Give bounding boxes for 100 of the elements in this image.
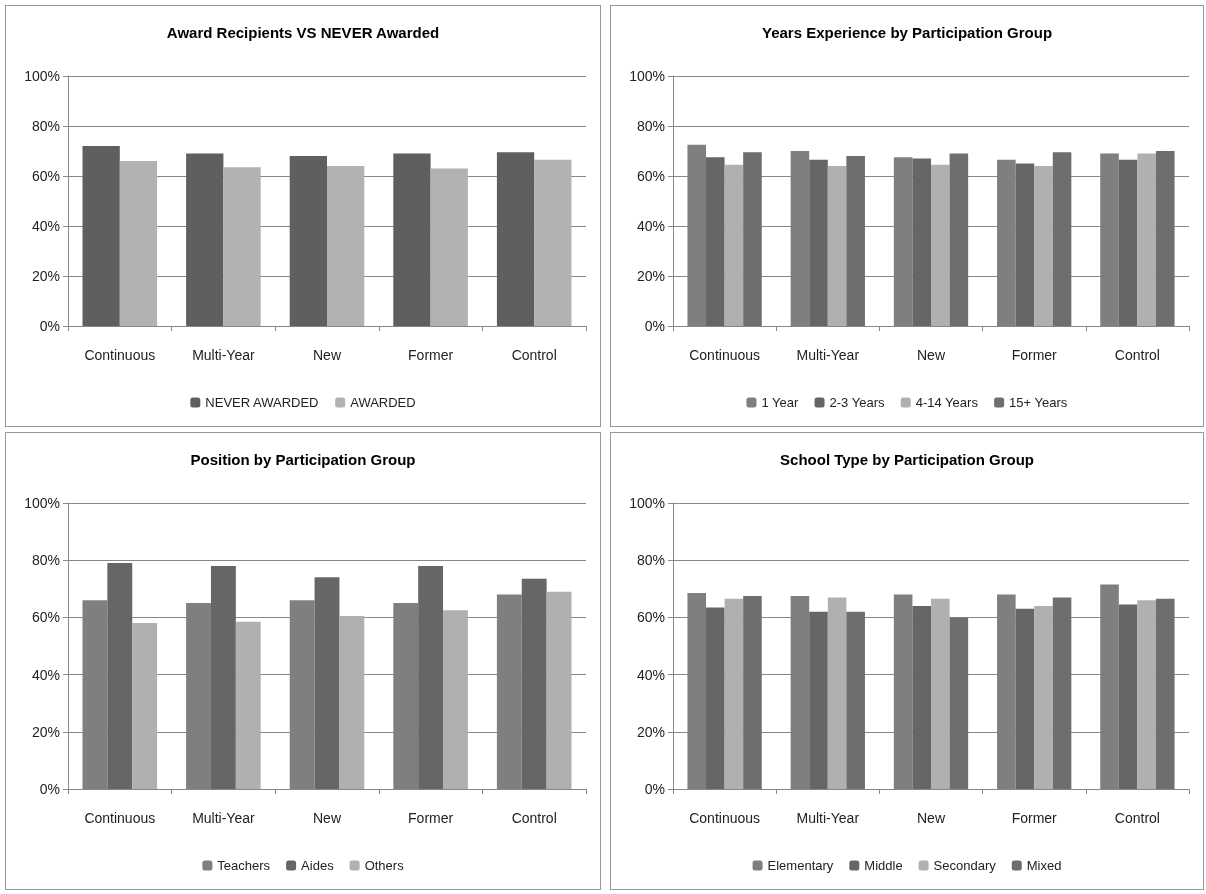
legend-label: NEVER AWARDED xyxy=(205,395,319,410)
legend-label: Others xyxy=(364,858,405,873)
bar xyxy=(949,617,969,789)
legend-label: Elementary xyxy=(767,858,834,873)
bar xyxy=(521,578,547,789)
bar xyxy=(235,621,261,789)
bar xyxy=(931,164,950,326)
y-tick-label: 0% xyxy=(644,318,665,334)
legend-label: 4-14 Years xyxy=(915,395,979,410)
x-tick-label: New xyxy=(916,347,946,363)
bar xyxy=(912,605,931,789)
bar xyxy=(1137,600,1156,789)
legend-label: 1 Year xyxy=(761,395,799,410)
chart-title: Position by Participation Group xyxy=(190,451,416,468)
bar xyxy=(931,598,950,789)
bar xyxy=(210,565,236,789)
y-tick-label: 20% xyxy=(31,723,60,740)
x-tick-label: Multi-Year xyxy=(796,810,860,826)
bar xyxy=(706,157,725,326)
bar xyxy=(418,565,444,789)
bar xyxy=(1137,153,1156,326)
x-tick-label: New xyxy=(916,810,946,826)
bar xyxy=(1034,166,1053,326)
x-tick-label: Former xyxy=(408,347,454,363)
bar xyxy=(724,164,744,326)
bar xyxy=(132,623,158,789)
x-tick-label: Control xyxy=(511,347,557,363)
bar xyxy=(1015,163,1035,326)
y-tick-label: 60% xyxy=(636,168,665,184)
bar xyxy=(223,167,261,326)
y-tick-label: 40% xyxy=(31,218,60,234)
bar xyxy=(743,152,762,326)
legend-label: Aides xyxy=(301,858,335,873)
bar xyxy=(827,597,847,789)
y-tick-label: 40% xyxy=(636,218,665,234)
bar xyxy=(1015,608,1035,789)
x-tick-label: Former xyxy=(1011,810,1058,826)
bar xyxy=(949,153,969,326)
bar xyxy=(534,159,572,326)
y-tick-label: 80% xyxy=(636,552,665,569)
y-tick-label: 0% xyxy=(39,781,60,797)
bar xyxy=(827,166,847,326)
y-tick-label: 100% xyxy=(24,495,60,511)
bar xyxy=(706,607,725,789)
bar xyxy=(1118,604,1138,789)
bar xyxy=(82,146,120,326)
bar xyxy=(1052,152,1072,326)
x-tick-label: New xyxy=(312,810,342,826)
bar xyxy=(430,168,468,326)
bar xyxy=(724,598,744,789)
y-tick-label: 60% xyxy=(31,609,60,626)
x-tick-label: Former xyxy=(408,810,454,826)
bar xyxy=(1155,151,1175,326)
y-tick-label: 60% xyxy=(31,168,60,184)
bar xyxy=(912,158,931,326)
bar xyxy=(1155,598,1175,789)
y-tick-label: 40% xyxy=(636,666,665,683)
chart-title: Award Recipients VS NEVER Awarded xyxy=(166,24,440,41)
y-tick-label: 20% xyxy=(636,723,665,740)
bar xyxy=(846,611,865,789)
bar xyxy=(1034,605,1053,789)
bar xyxy=(119,161,158,326)
bar xyxy=(809,611,828,789)
bar xyxy=(1118,159,1138,326)
bar xyxy=(443,610,468,789)
y-tick-label: 80% xyxy=(31,552,60,569)
legend-label: 15+ Years xyxy=(1009,395,1068,410)
y-tick-label: 60% xyxy=(636,609,665,626)
x-tick-label: Multi-Year xyxy=(192,347,255,363)
legend-label: Mixed xyxy=(1026,858,1062,873)
chart-title: Years Experience by Participation Group xyxy=(761,24,1053,41)
legend-label: 2-3 Years xyxy=(829,395,885,410)
x-tick-label: Continuous xyxy=(84,810,156,826)
bar xyxy=(1052,597,1072,789)
bar xyxy=(743,595,762,789)
bar xyxy=(546,591,572,789)
chart-title: School Type by Participation Group xyxy=(780,451,1034,468)
y-tick-label: 100% xyxy=(629,495,665,511)
x-tick-label: Control xyxy=(511,810,557,826)
legend-label: AWARDED xyxy=(350,395,416,410)
x-tick-label: Control xyxy=(1114,347,1160,363)
bar xyxy=(186,153,224,326)
legend-label: Middle xyxy=(864,858,903,873)
y-tick-label: 40% xyxy=(31,666,60,683)
legend-label: Teachers xyxy=(217,858,271,873)
y-tick-label: 80% xyxy=(31,118,60,134)
x-tick-label: Multi-Year xyxy=(192,810,255,826)
bar xyxy=(327,166,365,326)
bar xyxy=(107,563,133,789)
y-tick-label: 80% xyxy=(636,118,665,134)
x-tick-label: Continuous xyxy=(84,347,156,363)
bar xyxy=(393,153,431,326)
x-tick-label: Continuous xyxy=(689,347,761,363)
bar xyxy=(339,615,365,789)
y-tick-label: 0% xyxy=(644,781,665,797)
x-tick-label: Former xyxy=(1011,347,1058,363)
bar xyxy=(496,152,535,326)
bar xyxy=(809,159,828,326)
y-tick-label: 20% xyxy=(31,268,60,284)
y-tick-label: 20% xyxy=(636,268,665,284)
